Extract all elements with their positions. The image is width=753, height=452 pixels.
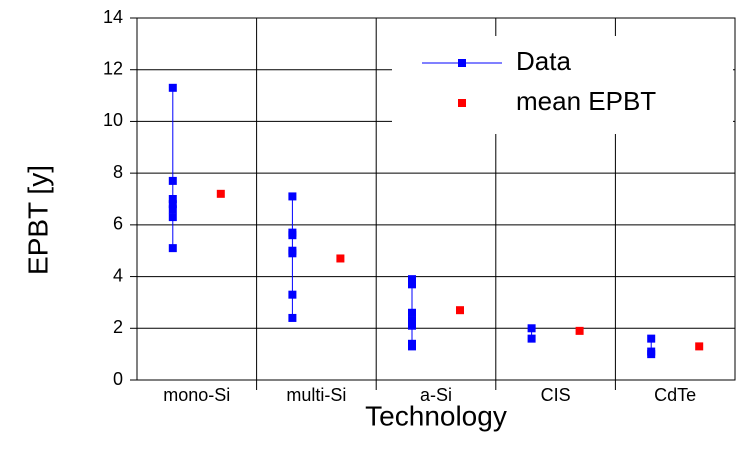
- legend-label: mean EPBT: [516, 86, 656, 116]
- point: [288, 313, 297, 322]
- y-axis-label: EPBT [y]: [22, 165, 53, 275]
- legend-box: [392, 36, 733, 134]
- legend-marker: [458, 99, 466, 107]
- point: [647, 350, 656, 359]
- y-tick-label: 10: [103, 110, 123, 130]
- point: [288, 192, 297, 201]
- y-tick-label: 8: [113, 162, 123, 182]
- point: [647, 334, 656, 343]
- point: [168, 195, 177, 203]
- point: [456, 306, 464, 315]
- point: [168, 205, 177, 214]
- y-tick-label: 4: [113, 265, 123, 285]
- point: [168, 200, 177, 209]
- point: [168, 244, 177, 253]
- point: [216, 189, 225, 198]
- legend-label: Data: [516, 46, 571, 76]
- point: [168, 213, 177, 222]
- point: [408, 342, 416, 351]
- legend-marker: [458, 59, 466, 67]
- y-tick-label: 0: [113, 369, 123, 389]
- point: [527, 324, 536, 333]
- plot-frame: [136, 17, 736, 381]
- x-tick-label: CdTe: [654, 385, 696, 405]
- point: [695, 342, 704, 351]
- point: [408, 308, 416, 317]
- point: [575, 326, 584, 335]
- y-tick-label: 2: [113, 317, 123, 337]
- point: [336, 254, 345, 263]
- x-axis-label: Technology: [365, 400, 507, 431]
- x-tick-label: multi-Si: [286, 385, 346, 405]
- point: [168, 176, 177, 185]
- x-tick-label: a-Si: [420, 385, 452, 405]
- point: [527, 334, 536, 343]
- point: [408, 321, 416, 330]
- point: [408, 316, 416, 325]
- y-tick-label: 14: [103, 7, 123, 27]
- x-tick-label: CIS: [541, 385, 571, 405]
- point: [288, 249, 297, 258]
- point: [408, 280, 416, 289]
- y-tick-label: 12: [103, 58, 123, 78]
- point: [168, 83, 177, 92]
- point: [288, 290, 297, 299]
- y-tick-label: 6: [113, 214, 123, 234]
- x-tick-label: mono-Si: [163, 385, 230, 405]
- point: [288, 231, 297, 240]
- point: [408, 275, 416, 284]
